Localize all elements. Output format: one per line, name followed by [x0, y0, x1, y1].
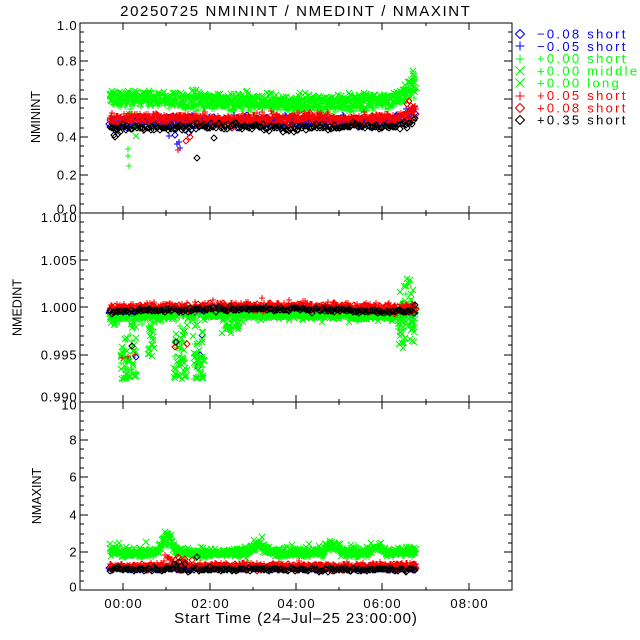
svg-text:0.6: 0.6 [57, 92, 78, 107]
svg-text:1.005: 1.005 [41, 253, 78, 268]
svg-text:+0.00 short: +0.00 short [537, 51, 628, 66]
svg-text:08:00: 08:00 [450, 596, 489, 611]
svg-text:−0.05 short: −0.05 short [537, 39, 628, 54]
svg-text:10: 10 [61, 398, 77, 413]
svg-text:8: 8 [69, 433, 77, 448]
svg-text:0.8: 0.8 [57, 54, 78, 69]
svg-text:2: 2 [69, 545, 77, 560]
svg-text:04:00: 04:00 [277, 596, 316, 611]
svg-text:NMEDINT: NMEDINT [11, 279, 25, 336]
svg-text:Start Time (24–Jul–25 23:00:00: Start Time (24–Jul–25 23:00:00) [174, 610, 418, 627]
svg-text:1.0: 1.0 [57, 18, 78, 33]
svg-text:02:00: 02:00 [191, 596, 230, 611]
svg-text:0.2: 0.2 [57, 168, 78, 183]
svg-text:NMAXINT: NMAXINT [30, 468, 44, 525]
svg-text:0.995: 0.995 [41, 347, 78, 362]
svg-text:+0.35 short: +0.35 short [537, 113, 628, 128]
svg-text:+0.08 short: +0.08 short [537, 100, 628, 115]
svg-text:NMININT: NMININT [29, 91, 43, 143]
svg-text:1.000: 1.000 [41, 300, 78, 315]
svg-text:6: 6 [69, 470, 77, 485]
svg-text:+0.00 middle: +0.00 middle [537, 63, 639, 78]
svg-text:−0.08 short: −0.08 short [537, 27, 628, 42]
svg-text:0.4: 0.4 [57, 130, 78, 145]
svg-text:+0.05 short: +0.05 short [537, 88, 628, 103]
svg-text:+0.00 long: +0.00 long [537, 76, 621, 91]
svg-text:00:00: 00:00 [104, 596, 143, 611]
svg-text:4: 4 [69, 508, 77, 523]
svg-text:0: 0 [69, 580, 77, 595]
svg-text:06:00: 06:00 [363, 596, 402, 611]
svg-text:1.010: 1.010 [41, 210, 78, 225]
svg-text:20250725 NMININT / NMEDINT / N: 20250725 NMININT / NMEDINT / NMAXINT [120, 3, 471, 20]
svg-text:0.0: 0.0 [57, 202, 78, 217]
svg-text:0.990: 0.990 [41, 390, 78, 405]
